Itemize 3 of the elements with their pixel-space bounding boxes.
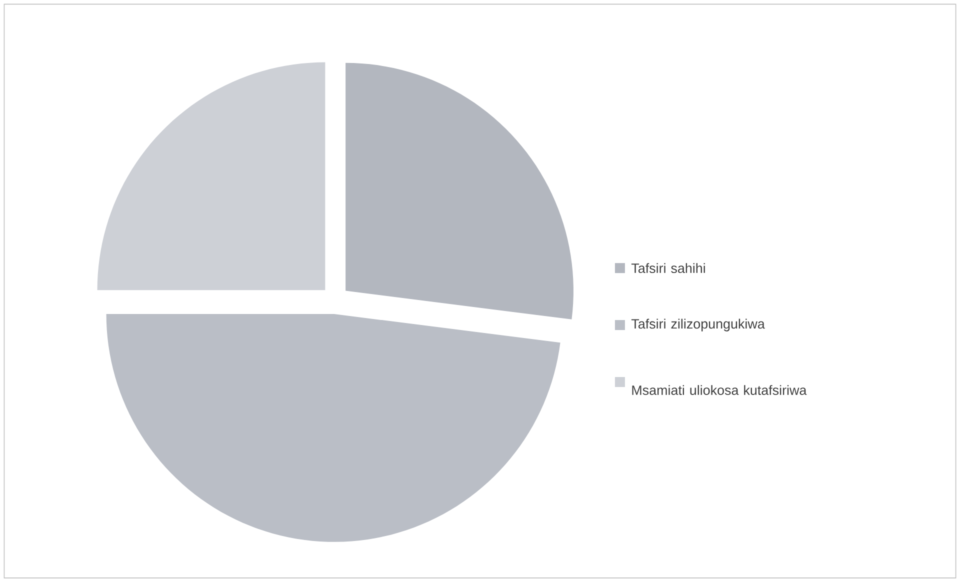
legend-label: Tafsiri zilizopungukiwa	[631, 318, 765, 332]
legend-label: Tafsiri sahihi	[631, 263, 705, 273]
legend-label: Msamiati uliokosa kutafsiriwa	[632, 385, 807, 395]
